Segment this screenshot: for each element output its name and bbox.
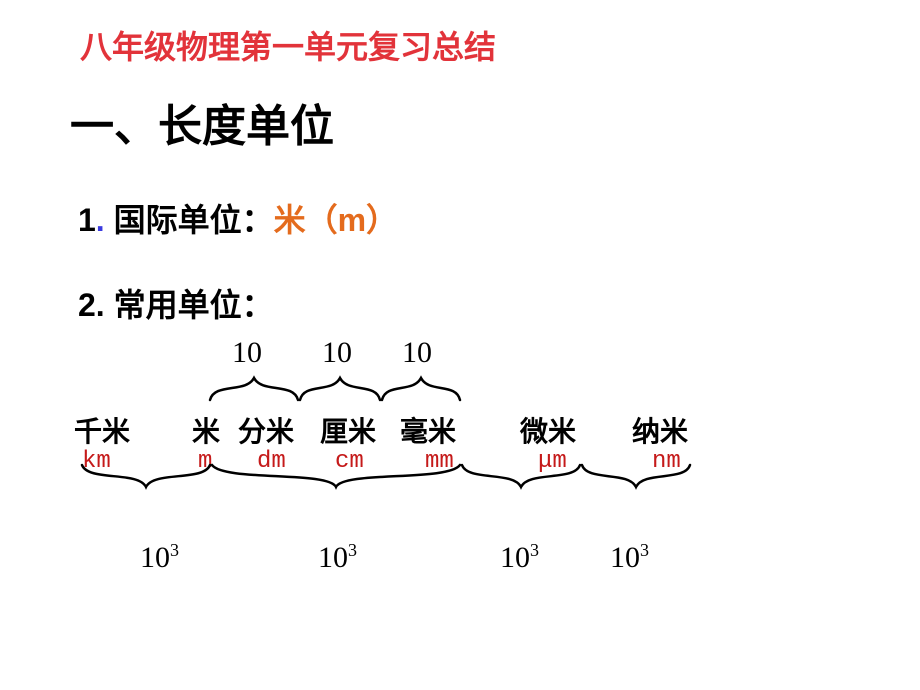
bottom-factor: 103: [318, 540, 357, 575]
bottom-factor: 103: [610, 540, 649, 575]
top-factor: 10: [232, 336, 262, 370]
brace-down: [210, 378, 298, 406]
brace-down: [300, 378, 380, 406]
brace-up: [462, 463, 580, 491]
unit-cn: 厘米: [320, 410, 376, 450]
unit-cn: 微米: [520, 410, 576, 450]
item-1: 1. 国际单位：米（m）: [78, 195, 398, 241]
unit-cn: 毫米: [400, 410, 456, 450]
item1-accent: 米（m）: [274, 202, 398, 238]
bottom-factor: 103: [140, 540, 179, 575]
brace-up: [212, 463, 460, 491]
page-title: 八年级物理第一单元复习总结: [80, 22, 496, 68]
top-factor: 10: [322, 336, 352, 370]
section-heading: 一、长度单位: [70, 90, 334, 154]
unit-cn: 千米: [74, 410, 130, 450]
unit-cn: 纳米: [632, 410, 688, 450]
unit-cn: 米: [192, 410, 220, 450]
bottom-factor: 103: [500, 540, 539, 575]
brace-down: [382, 378, 460, 406]
top-factor: 10: [402, 336, 432, 370]
item-2: 2. 常用单位：: [78, 280, 274, 326]
item1-num: 1: [78, 202, 96, 238]
brace-up: [82, 463, 210, 491]
unit-cn: 分米: [238, 410, 294, 450]
brace-up: [582, 463, 690, 491]
item1-dot: .: [96, 202, 105, 238]
item1-label: 国际单位：: [114, 202, 274, 238]
unit-diagram: 101010千米km米m分米dm厘米cm毫米mm微米μm纳米nm10310310…: [60, 330, 840, 610]
